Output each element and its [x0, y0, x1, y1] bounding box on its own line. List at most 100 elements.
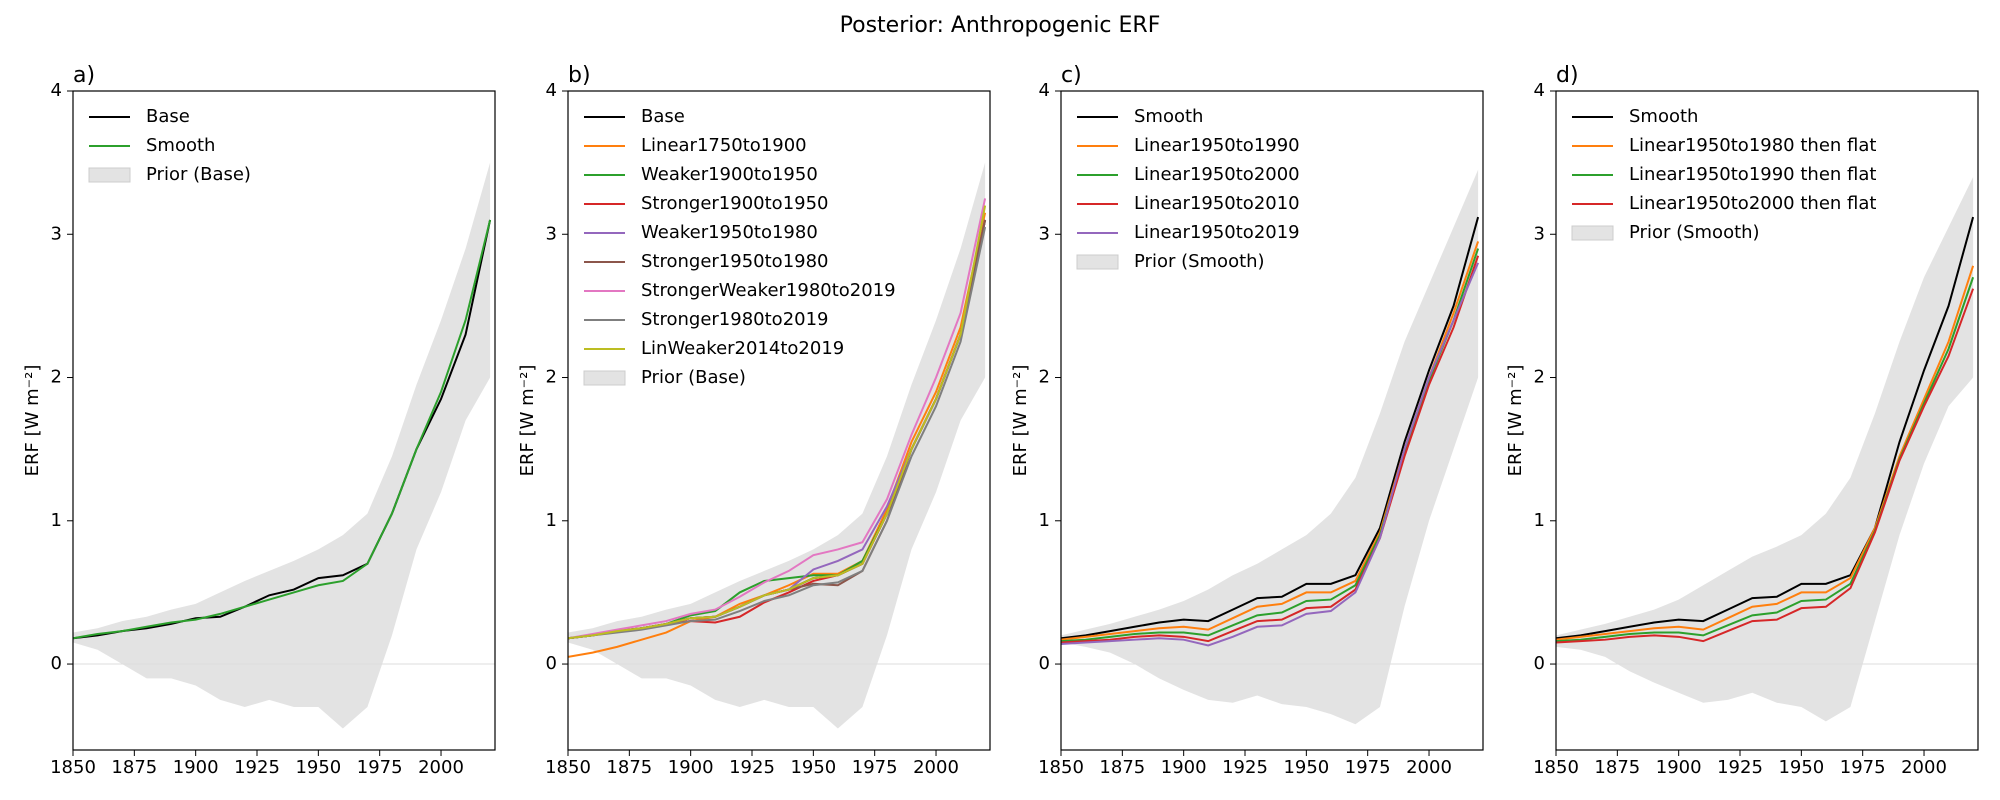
y-tick-label: 0	[1534, 653, 1545, 674]
y-axis-label: ERF [W m⁻²]	[22, 365, 43, 477]
x-tick-label: 1925	[729, 757, 775, 778]
series-line	[1061, 262, 1480, 647]
series-line	[1061, 255, 1480, 644]
x-tick-label: 1850	[545, 757, 591, 778]
panel-label: b)	[568, 63, 591, 88]
axes-frame	[1555, 90, 1979, 751]
y-tick-label: 3	[1039, 223, 1050, 244]
legend-label: Prior (Base)	[641, 367, 746, 388]
plot-area	[73, 162, 495, 729]
legend-label: Smooth	[146, 135, 215, 156]
legend-label: Base	[146, 106, 190, 127]
legend-label: Linear1950to2019	[1134, 222, 1300, 243]
x-tick-label: 1875	[1594, 757, 1640, 778]
x-tick-label: 1900	[1656, 757, 1702, 778]
legend-label: Stronger1980to2019	[641, 309, 829, 330]
x-tick-label: 1900	[668, 757, 714, 778]
series-line	[568, 198, 987, 640]
x-tick-label: 2000	[1406, 757, 1452, 778]
y-tick-label: 4	[546, 80, 557, 101]
legend-label: Smooth	[1134, 106, 1203, 127]
axes-frame	[1060, 90, 1484, 751]
y-tick-label: 4	[1039, 80, 1050, 101]
axes-frame	[567, 90, 991, 751]
axes-frame	[72, 90, 496, 751]
y-tick-label: 0	[1039, 653, 1050, 674]
x-tick-label: 2000	[913, 757, 959, 778]
series-line	[73, 219, 492, 640]
series-line	[568, 212, 987, 658]
legend-label: Stronger1950to1980	[641, 251, 829, 272]
x-tick-label: 1975	[1840, 757, 1886, 778]
legend-swatch	[1571, 225, 1614, 241]
y-axis-label: ERF [W m⁻²]	[517, 365, 538, 477]
panel-label: c)	[1061, 63, 1082, 88]
legend-label: Stronger1900to1950	[641, 193, 829, 214]
x-tick-label: 1925	[1222, 757, 1268, 778]
y-tick-label: 3	[51, 223, 62, 244]
x-tick-label: 1925	[1717, 757, 1763, 778]
y-tick-label: 1	[546, 510, 557, 531]
y-tick-label: 4	[51, 80, 62, 101]
legend-label: Linear1950to1990 then flat	[1629, 164, 1876, 185]
x-tick-label: 1950	[1778, 757, 1824, 778]
series-line	[1061, 216, 1480, 640]
legend-label: LinWeaker2014to2019	[641, 338, 844, 359]
x-tick-label: 1850	[1038, 757, 1084, 778]
y-tick-label: 0	[51, 653, 62, 674]
x-tick-label: 1925	[234, 757, 280, 778]
x-tick-label: 1900	[173, 757, 219, 778]
prior-band	[73, 162, 491, 729]
x-tick-label: 1875	[606, 757, 652, 778]
x-tick-label: 1975	[357, 757, 403, 778]
legend-swatch	[583, 370, 626, 386]
prior-band	[1061, 169, 1479, 725]
prior-band	[1556, 176, 1974, 722]
series-line	[568, 205, 987, 640]
y-axis-label: ERF [W m⁻²]	[1505, 365, 1526, 477]
x-tick-label: 1950	[295, 757, 341, 778]
series-line	[1556, 288, 1975, 644]
x-tick-label: 2000	[1901, 757, 1947, 778]
series-line	[1556, 216, 1975, 640]
x-tick-label: 1875	[1099, 757, 1145, 778]
y-tick-label: 1	[51, 510, 62, 531]
legend-label: Prior (Base)	[146, 164, 251, 185]
legend-label: Base	[641, 106, 685, 127]
legend-label: Linear1950to1980 then flat	[1629, 135, 1876, 156]
y-tick-label: 1	[1534, 510, 1545, 531]
prior-band	[568, 162, 986, 729]
x-tick-label: 1850	[50, 757, 96, 778]
y-tick-label: 3	[1534, 223, 1545, 244]
y-tick-label: 3	[546, 223, 557, 244]
plot-area	[568, 162, 990, 729]
plot-area	[1556, 176, 1978, 722]
legend-swatch	[88, 167, 131, 183]
x-tick-label: 2000	[418, 757, 464, 778]
y-tick-label: 1	[1039, 510, 1050, 531]
panel-label: a)	[73, 63, 95, 88]
y-tick-label: 4	[1534, 80, 1545, 101]
x-tick-label: 1875	[111, 757, 157, 778]
x-tick-label: 1900	[1161, 757, 1207, 778]
legend-label: Prior (Smooth)	[1629, 222, 1760, 243]
figure-title: Posterior: Anthropogenic ERF	[840, 13, 1161, 38]
x-tick-label: 1975	[1345, 757, 1391, 778]
x-tick-label: 1850	[1533, 757, 1579, 778]
x-tick-label: 1975	[852, 757, 898, 778]
legend-label: Weaker1900to1950	[641, 164, 818, 185]
legend-label: Linear1950to1990	[1134, 135, 1300, 156]
y-tick-label: 0	[546, 653, 557, 674]
y-tick-label: 2	[546, 367, 557, 388]
series-line	[568, 226, 987, 640]
legend-label: StrongerWeaker1980to2019	[641, 280, 896, 301]
plot-area	[1061, 169, 1483, 725]
legend-label: Weaker1950to1980	[641, 222, 818, 243]
y-axis-label: ERF [W m⁻²]	[1010, 365, 1031, 477]
x-tick-label: 1950	[790, 757, 836, 778]
y-tick-label: 2	[1534, 367, 1545, 388]
legend-label: Linear1750to1900	[641, 135, 807, 156]
y-tick-label: 2	[1039, 367, 1050, 388]
